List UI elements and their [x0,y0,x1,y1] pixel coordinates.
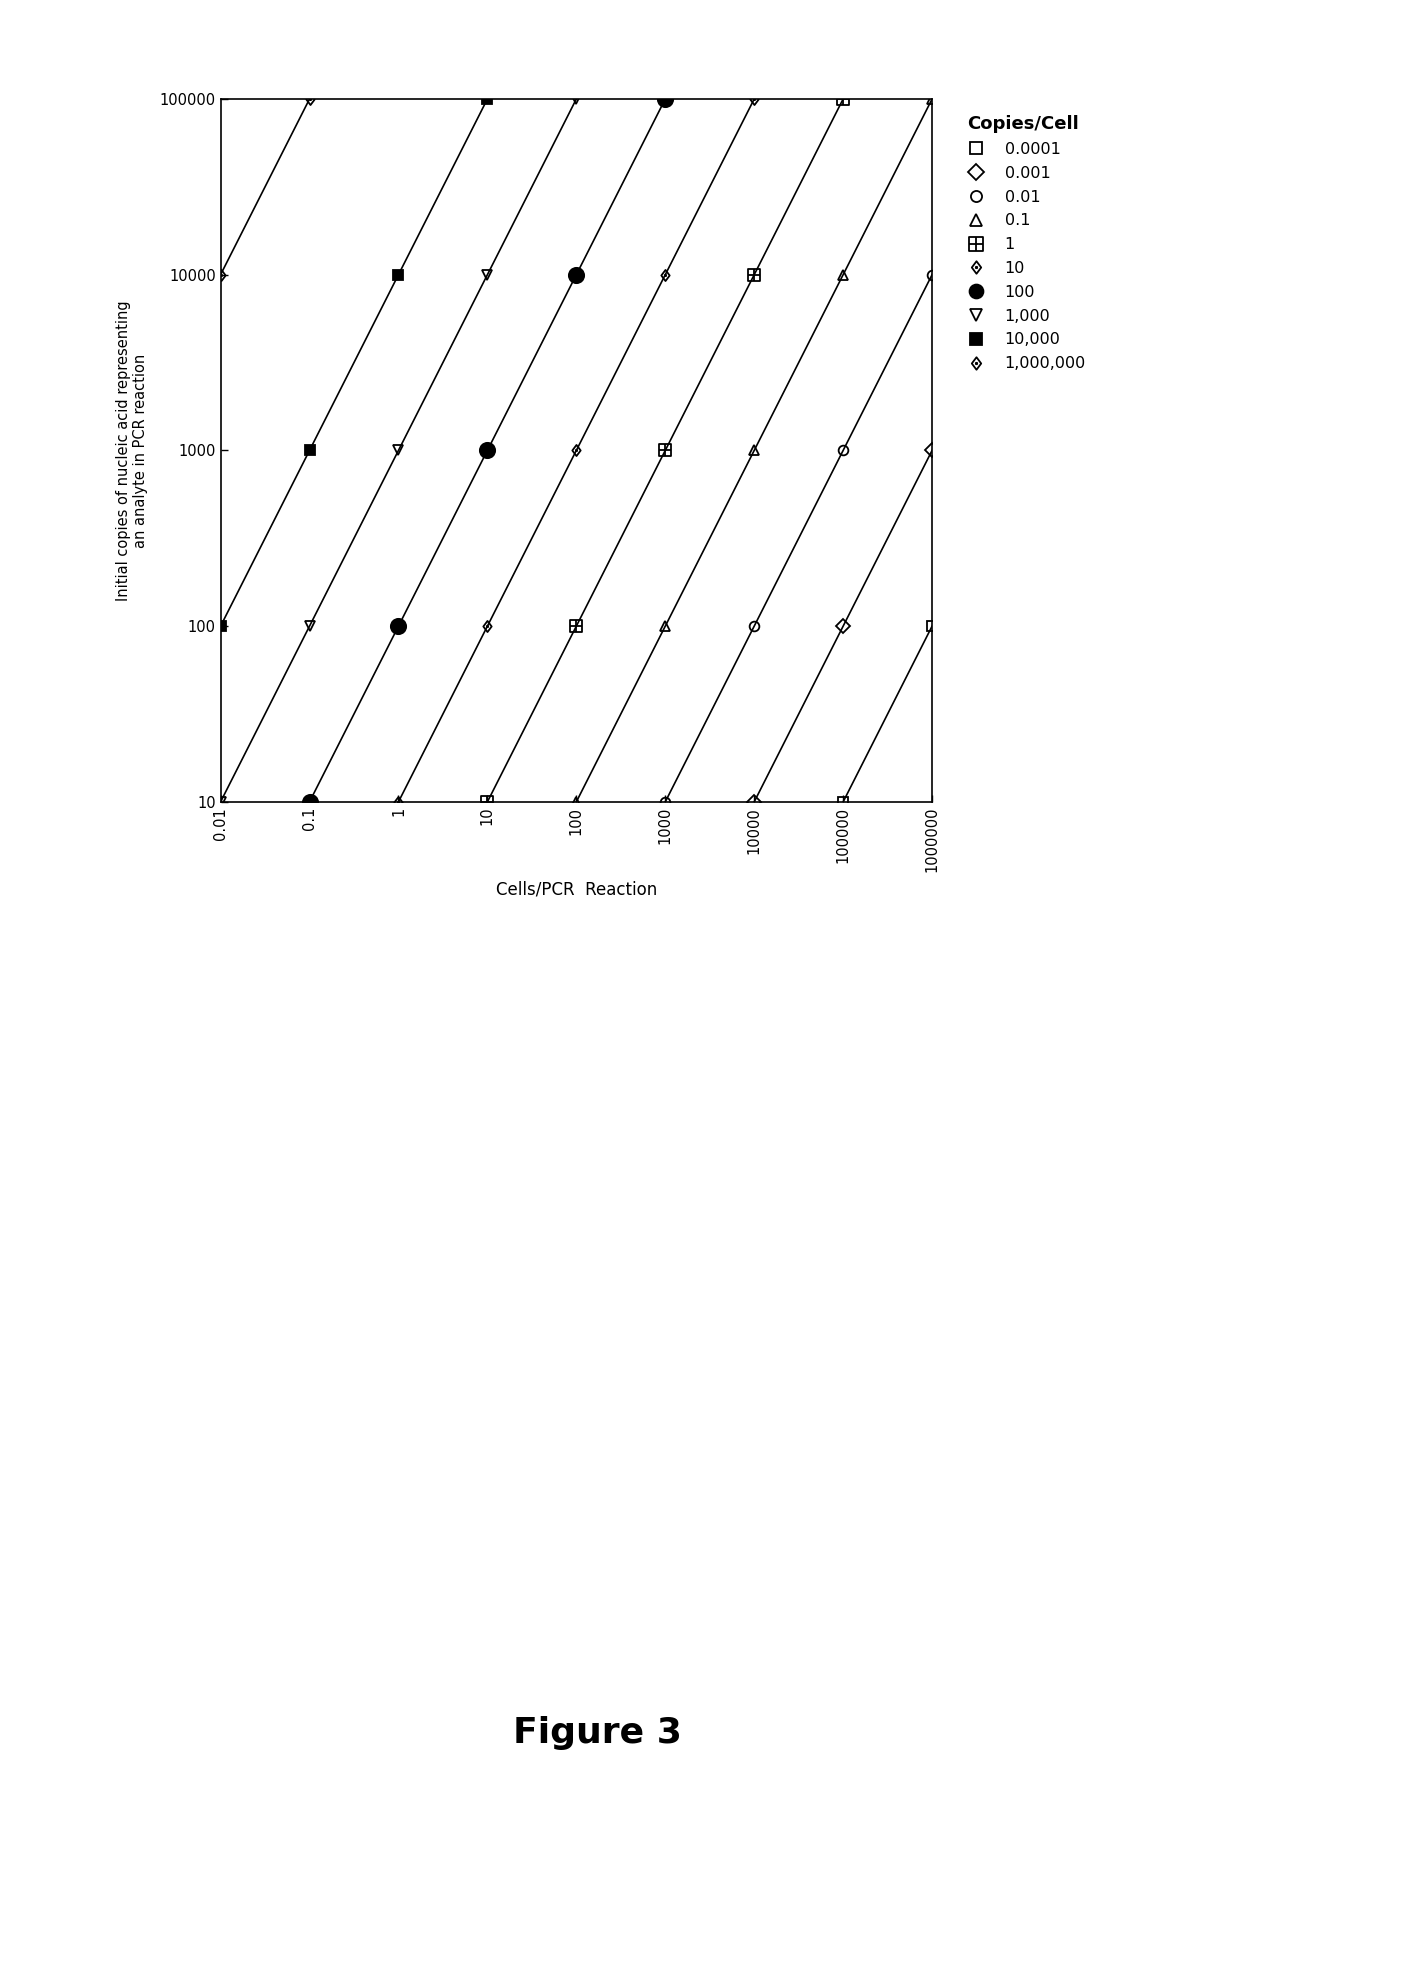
X-axis label: Cells/PCR  Reaction: Cells/PCR Reaction [495,881,657,899]
Text: Figure 3: Figure 3 [514,1715,682,1750]
Y-axis label: Initial copies of nucleic acid representing
an analyte in PCR reaction: Initial copies of nucleic acid represent… [117,301,148,600]
Legend: 0.0001, 0.001, 0.01, 0.1, 1, 10, 100, 1,000, 10,000, 1,000,000: 0.0001, 0.001, 0.01, 0.1, 1, 10, 100, 1,… [953,109,1093,378]
